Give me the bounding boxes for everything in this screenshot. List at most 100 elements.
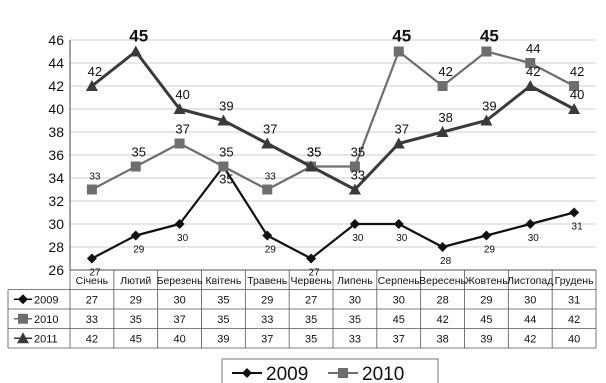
y-tick-label: 36	[48, 147, 64, 163]
data-label: 39	[482, 99, 496, 114]
data-label: 44	[526, 41, 540, 56]
data-label: 30	[528, 233, 540, 244]
data-label: 37	[395, 122, 409, 137]
table-header-Липень: Липень	[337, 275, 373, 287]
series-line-2009	[91, 165, 575, 260]
point-2010-Травень	[262, 184, 273, 195]
data-labels: 27 29 30 35 29 27 30 30 28 29 30 31 33 35 37 35 33 35 35 45…	[88, 27, 585, 279]
table-cell: 31	[568, 294, 580, 306]
data-label: 35	[132, 145, 146, 160]
table-header-Березень: Березень	[157, 275, 204, 287]
table-cell: 45	[480, 314, 492, 326]
table-cell: 35	[217, 294, 229, 306]
y-tick-label: 46	[48, 32, 64, 48]
point-2010-Лютий	[130, 161, 141, 172]
data-label: 40	[570, 87, 584, 102]
table-cell: 29	[480, 294, 492, 306]
table-cell: 42	[86, 333, 98, 345]
table-cell: 33	[349, 333, 361, 345]
table-key-marker-2009	[18, 294, 28, 305]
point-2011-Січень	[85, 80, 98, 91]
table-cell: 35	[130, 314, 142, 326]
point-2009-Листопад	[525, 219, 536, 229]
table-cell: 42	[568, 314, 580, 326]
data-label: 42	[570, 64, 584, 79]
table-cell: 33	[261, 314, 273, 326]
table-cell: 45	[130, 333, 142, 345]
point-2011-Листопад	[524, 80, 537, 91]
table-cell: 30	[173, 294, 185, 306]
legend-label-2009: 2009	[266, 364, 308, 383]
series-line-2011	[90, 50, 575, 191]
table-header-Лютий: Лютий	[120, 275, 151, 287]
point-2010-Липень	[349, 161, 360, 172]
data-label: 39	[219, 99, 233, 114]
point-2009-Травень	[262, 230, 273, 241]
legend-marker-2009	[242, 368, 252, 378]
table-cell: 39	[217, 333, 229, 345]
data-label: 35	[219, 172, 233, 187]
data-label: 42	[438, 64, 452, 79]
y-tick-label: 44	[48, 55, 64, 71]
data-label: 35	[219, 145, 233, 160]
point-2009-Вересень	[437, 242, 448, 252]
table-cell: 42	[436, 314, 448, 326]
y-tick-label: 40	[48, 101, 64, 117]
point-2011-Липень	[348, 183, 361, 195]
point-2009-Лютий	[130, 230, 141, 241]
data-label: 40	[175, 87, 189, 102]
table-cell: 30	[393, 294, 405, 306]
point-2009-Липень	[349, 219, 360, 229]
point-2009-Серпень	[393, 219, 404, 229]
gridlines	[70, 39, 596, 271]
data-label: 29	[265, 245, 277, 256]
y-tick-label: 28	[48, 239, 64, 255]
table-cell: 44	[524, 314, 536, 326]
data-label: 38	[438, 110, 452, 125]
table-cell: 40	[173, 333, 185, 345]
table-key-marker-2011	[17, 332, 29, 344]
table-cell: 28	[436, 294, 448, 306]
point-2010-Вересень	[437, 81, 448, 91]
point-2009-Січень	[86, 253, 97, 264]
table-series-name: 2011	[34, 333, 58, 345]
point-2010-Жовтень	[481, 46, 492, 57]
point-2011-Лютий	[129, 45, 142, 57]
point-2011-Жовтень	[480, 114, 493, 126]
table-header-Жовтень: Жовтень	[465, 275, 508, 287]
table-cell: 45	[393, 314, 405, 326]
point-2011-Травень	[261, 137, 274, 149]
table-header-Січень: Січень	[76, 275, 109, 287]
table-cell: 42	[524, 333, 536, 345]
table-cell: 40	[568, 333, 580, 345]
data-label: 29	[484, 245, 496, 256]
data-label: 37	[263, 122, 277, 137]
data-label: 30	[352, 233, 364, 244]
series-group	[85, 45, 581, 264]
point-2010-Серпень	[393, 46, 404, 57]
y-tick-label: 32	[48, 193, 64, 209]
point-2010-Грудень	[569, 81, 580, 91]
table-header-Квітень: Квітень	[206, 275, 242, 287]
data-label: 27	[89, 268, 101, 279]
table-cell: 35	[349, 314, 361, 326]
data-label: 27	[309, 268, 321, 279]
table-series-name: 2010	[34, 314, 58, 326]
point-2010-Січень	[86, 184, 97, 195]
table-key-marker-2010	[18, 313, 28, 324]
point-2009-Березень	[174, 219, 185, 229]
table-header-Червень: Червень	[290, 275, 332, 287]
data-label: 30	[177, 233, 189, 244]
data-label: 42	[88, 64, 102, 79]
y-tick-label: 34	[48, 170, 64, 186]
table-cell: 37	[173, 314, 185, 326]
table-cell: 27	[305, 294, 317, 306]
point-2009-Грудень	[569, 207, 580, 218]
y-tick-label: 26	[48, 262, 64, 278]
data-table: Січень Лютий Березень Квітень Травень Червень…	[7, 269, 597, 349]
data-label: 30	[396, 233, 408, 244]
table-cell: 35	[305, 314, 317, 326]
data-label: 31	[572, 222, 584, 233]
table-cell: 37	[393, 333, 405, 345]
